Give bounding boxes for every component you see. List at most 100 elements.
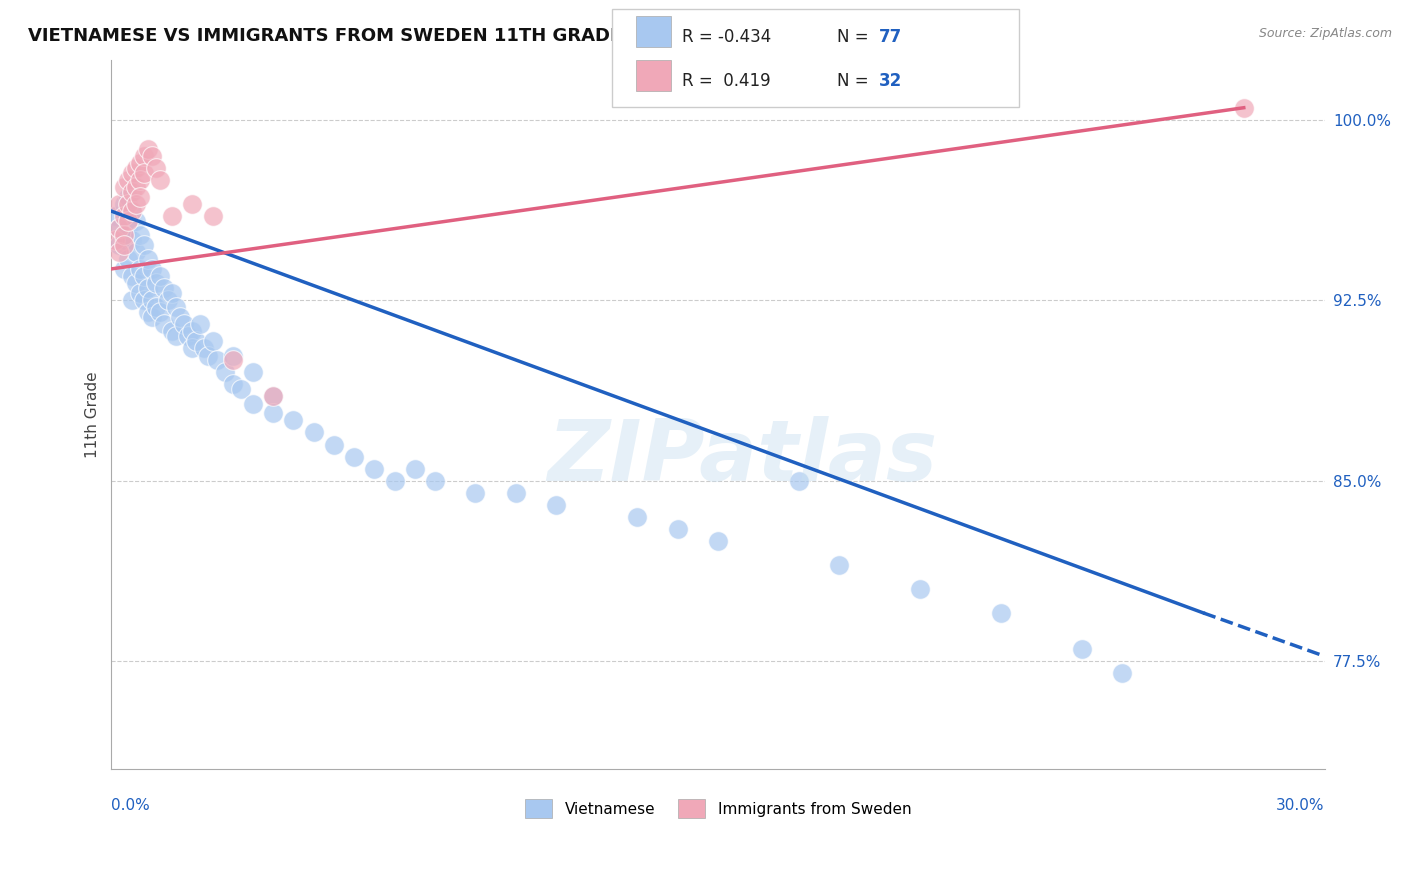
Point bbox=[128, 228, 150, 243]
Point bbox=[132, 293, 155, 308]
Point bbox=[141, 149, 163, 163]
Point bbox=[136, 252, 159, 267]
Point bbox=[121, 233, 143, 247]
Point bbox=[108, 221, 131, 235]
Point bbox=[181, 341, 204, 355]
Point bbox=[666, 522, 689, 536]
Point bbox=[153, 281, 176, 295]
Point bbox=[117, 214, 139, 228]
Point bbox=[132, 166, 155, 180]
Point bbox=[124, 197, 146, 211]
Point bbox=[121, 204, 143, 219]
Point bbox=[173, 317, 195, 331]
Point bbox=[205, 353, 228, 368]
Point bbox=[112, 228, 135, 243]
Point bbox=[136, 281, 159, 295]
Point bbox=[132, 149, 155, 163]
Point bbox=[343, 450, 366, 464]
Point bbox=[128, 156, 150, 170]
Point bbox=[201, 209, 224, 223]
Point bbox=[181, 197, 204, 211]
Point bbox=[990, 606, 1012, 620]
Point bbox=[121, 269, 143, 284]
Point bbox=[242, 396, 264, 410]
Point bbox=[262, 406, 284, 420]
Point bbox=[128, 190, 150, 204]
Point bbox=[229, 382, 252, 396]
Point bbox=[160, 285, 183, 300]
Point bbox=[108, 221, 131, 235]
Text: 32: 32 bbox=[879, 72, 903, 90]
Point bbox=[117, 190, 139, 204]
Point bbox=[108, 197, 131, 211]
Point bbox=[1111, 666, 1133, 681]
Point bbox=[117, 173, 139, 187]
Point bbox=[910, 582, 932, 596]
Point bbox=[157, 293, 180, 308]
Point bbox=[193, 341, 215, 355]
Point bbox=[145, 301, 167, 315]
Point bbox=[197, 349, 219, 363]
Point bbox=[128, 173, 150, 187]
Point bbox=[787, 474, 810, 488]
Text: R =  0.419: R = 0.419 bbox=[682, 72, 770, 90]
Text: 77: 77 bbox=[879, 28, 903, 45]
Y-axis label: 11th Grade: 11th Grade bbox=[86, 371, 100, 458]
Point bbox=[136, 305, 159, 319]
Point bbox=[546, 498, 568, 512]
Point bbox=[145, 277, 167, 291]
Point bbox=[160, 209, 183, 223]
Point bbox=[104, 209, 127, 223]
Text: ZIPatlas: ZIPatlas bbox=[547, 416, 938, 499]
Point bbox=[112, 261, 135, 276]
Text: Source: ZipAtlas.com: Source: ZipAtlas.com bbox=[1258, 27, 1392, 40]
Text: 0.0%: 0.0% bbox=[111, 797, 150, 813]
Point bbox=[132, 237, 155, 252]
Point bbox=[302, 425, 325, 440]
Point bbox=[242, 365, 264, 379]
Point bbox=[112, 233, 135, 247]
Text: 30.0%: 30.0% bbox=[1277, 797, 1324, 813]
Point bbox=[707, 533, 730, 548]
Point bbox=[149, 305, 172, 319]
Point bbox=[423, 474, 446, 488]
Point bbox=[177, 329, 200, 343]
Point bbox=[117, 221, 139, 235]
Point bbox=[121, 185, 143, 199]
Point bbox=[132, 269, 155, 284]
Point bbox=[108, 245, 131, 260]
Point bbox=[1071, 642, 1094, 657]
Point bbox=[124, 214, 146, 228]
Point bbox=[190, 317, 212, 331]
Text: N =: N = bbox=[837, 28, 873, 45]
Point bbox=[160, 325, 183, 339]
Point bbox=[222, 353, 245, 368]
Point bbox=[128, 285, 150, 300]
Point bbox=[404, 461, 426, 475]
Point bbox=[136, 142, 159, 156]
Point bbox=[464, 485, 486, 500]
Point bbox=[1233, 101, 1256, 115]
Point bbox=[201, 334, 224, 348]
Point bbox=[384, 474, 406, 488]
Point bbox=[145, 161, 167, 175]
Point bbox=[121, 293, 143, 308]
Text: R = -0.434: R = -0.434 bbox=[682, 28, 770, 45]
Point bbox=[149, 269, 172, 284]
Point bbox=[828, 558, 851, 572]
Point bbox=[262, 389, 284, 403]
Point bbox=[112, 180, 135, 194]
Point bbox=[117, 197, 139, 211]
Point bbox=[165, 329, 187, 343]
Point bbox=[149, 173, 172, 187]
Point bbox=[112, 197, 135, 211]
Point bbox=[121, 204, 143, 219]
Point bbox=[104, 233, 127, 247]
Point bbox=[322, 437, 344, 451]
Point bbox=[141, 261, 163, 276]
Point bbox=[186, 334, 208, 348]
Point bbox=[121, 166, 143, 180]
Point bbox=[165, 301, 187, 315]
Point bbox=[214, 365, 236, 379]
Point bbox=[626, 509, 648, 524]
